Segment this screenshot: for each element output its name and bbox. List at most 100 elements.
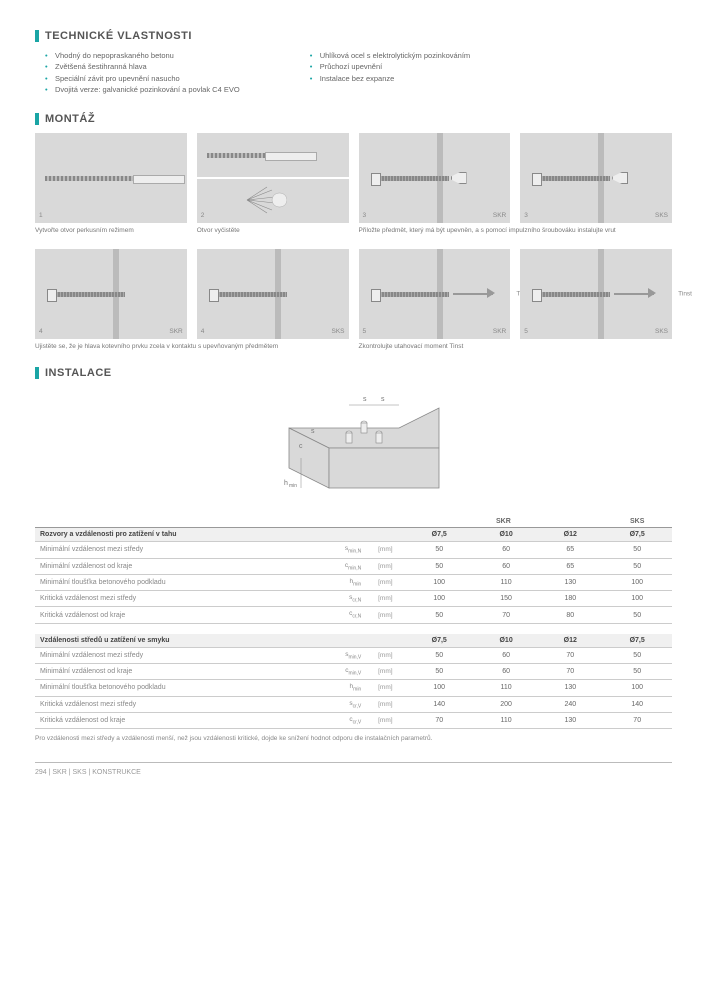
step-4-sks: 4 SKS: [197, 249, 349, 339]
air-blow-icon: [227, 185, 287, 215]
montaz-row-2: 4 SKR 4 SKS 5 SKR Tinst 5 SKS Tinst: [35, 249, 672, 339]
col-header: Ø10: [474, 634, 538, 648]
cell-value: 130: [538, 680, 602, 696]
section-title: MONTÁŽ: [45, 113, 95, 125]
group-sks: SKS: [602, 515, 672, 528]
row-symbol: hmin: [315, 574, 366, 590]
install-diagram: s s s c h min: [35, 393, 672, 505]
row-unit: [mm]: [366, 664, 404, 680]
table-row: Minimální vzdálenost mezi středysmin,V[m…: [35, 647, 672, 663]
cell-value: 50: [602, 558, 672, 574]
step-tag: SKS: [331, 328, 344, 335]
table-row: Minimální tloušťka betonového podkladuhm…: [35, 680, 672, 696]
cell-value: 110: [474, 712, 538, 728]
driver-icon: [451, 172, 467, 184]
group-skr: SKR: [404, 515, 602, 528]
row-symbol: ccr,N: [315, 607, 366, 623]
table-tension: SKR SKS Rozvory a vzdálenosti pro zatíže…: [35, 515, 672, 623]
cell-value: 50: [404, 647, 474, 663]
section-header-montaz: MONTÁŽ: [35, 113, 672, 125]
step-tag: SKR: [493, 212, 506, 219]
step-number: 5: [524, 328, 528, 335]
table-row: Kritická vzdálenost mezi středyscr,N[mm]…: [35, 591, 672, 607]
row-symbol: cmin,V: [315, 664, 366, 680]
tech-prop-item: Vhodný do nepopraskaného betonu: [45, 50, 240, 61]
cell-value: 100: [602, 680, 672, 696]
montaz-row-1: 1 2 3 SKR: [35, 133, 672, 223]
cell-value: 60: [474, 542, 538, 558]
cell-value: 50: [602, 542, 672, 558]
label-c: c: [299, 443, 303, 450]
section-header-tech: TECHNICKÉ VLASTNOSTI: [35, 30, 672, 42]
step-3-skr: 3 SKR: [359, 133, 511, 223]
row-unit: [mm]: [366, 607, 404, 623]
tech-prop-item: Dvojitá verze: galvanické pozinkování a …: [45, 84, 240, 95]
col-header: Ø12: [538, 634, 602, 648]
caption: Ujistěte se, že je hlava kotevního prvku…: [35, 343, 349, 351]
screw-icon: [217, 292, 287, 297]
cell-value: 50: [404, 542, 474, 558]
tech-props-right: Uhlíková ocel s elektrolytickým pozinkov…: [310, 50, 470, 95]
step-tag: SKS: [655, 212, 668, 219]
cell-value: 65: [538, 542, 602, 558]
table-row: Kritická vzdálenost mezi středyscr,V[mm]…: [35, 696, 672, 712]
screw-icon: [540, 292, 610, 297]
col-header: Ø10: [474, 528, 538, 542]
step-number: 2: [201, 212, 205, 219]
step-3-sks: 3 SKS: [520, 133, 672, 223]
table-row: Minimální tloušťka betonového podkladuhm…: [35, 574, 672, 590]
cell-value: 100: [404, 680, 474, 696]
cell-value: 240: [538, 696, 602, 712]
cell-value: 50: [404, 664, 474, 680]
step-number: 4: [39, 328, 43, 335]
cell-value: 100: [602, 591, 672, 607]
caption-row-2: Ujistěte se, že je hlava kotevního prvku…: [35, 343, 672, 351]
cell-value: 100: [404, 574, 474, 590]
col-header: Ø7,5: [404, 634, 474, 648]
step-number: 5: [363, 328, 367, 335]
row-unit: [mm]: [366, 574, 404, 590]
row-unit: [mm]: [366, 591, 404, 607]
table-title: Vzdálenosti středů u zatížení ve smyku: [35, 634, 315, 648]
row-label: Kritická vzdálenost mezi středy: [35, 591, 315, 607]
tech-prop-item: Uhlíková ocel s elektrolytickým pozinkov…: [310, 50, 470, 61]
row-unit: [mm]: [366, 696, 404, 712]
row-unit: [mm]: [366, 647, 404, 663]
step-number: 1: [39, 212, 43, 219]
label-s: s: [363, 396, 367, 403]
cell-value: 60: [474, 647, 538, 663]
table-row: Minimální vzdálenost od krajecmin,N[mm]5…: [35, 558, 672, 574]
tech-props-left: Vhodný do nepopraskaného betonuZvětšená …: [45, 50, 240, 95]
row-symbol: hmin: [315, 680, 366, 696]
cell-value: 150: [474, 591, 538, 607]
row-label: Kritická vzdálenost od kraje: [35, 712, 315, 728]
cell-value: 70: [602, 712, 672, 728]
step-tag: SKS: [655, 328, 668, 335]
cell-value: 70: [538, 664, 602, 680]
cell-value: 70: [474, 607, 538, 623]
brush-icon: [207, 153, 267, 158]
label-s: s: [311, 428, 315, 435]
row-unit: [mm]: [366, 712, 404, 728]
step-5-sks: 5 SKS Tinst: [520, 249, 672, 339]
step-tag: SKR: [493, 328, 506, 335]
row-label: Minimální vzdálenost od kraje: [35, 558, 315, 574]
step-number: 3: [363, 212, 367, 219]
drill-icon: [45, 176, 135, 181]
cell-value: 180: [538, 591, 602, 607]
cell-value: 130: [538, 574, 602, 590]
step-2a: [197, 133, 349, 177]
step-tag: SKR: [169, 328, 182, 335]
cell-value: 60: [474, 558, 538, 574]
cell-value: 110: [474, 680, 538, 696]
row-label: Kritická vzdálenost od kraje: [35, 607, 315, 623]
torque-wrench-icon: [453, 293, 493, 295]
caption: Zkontrolujte utahovací moment Tinst: [359, 343, 673, 351]
table-row: Minimální vzdálenost od krajecmin,V[mm]5…: [35, 664, 672, 680]
cell-value: 70: [404, 712, 474, 728]
tech-prop-item: Instalace bez expanze: [310, 73, 470, 84]
cell-value: 50: [602, 647, 672, 663]
table-shear: Vzdálenosti středů u zatížení ve smyku Ø…: [35, 634, 672, 729]
cell-value: 60: [474, 664, 538, 680]
section-header-instalace: INSTALACE: [35, 367, 672, 379]
